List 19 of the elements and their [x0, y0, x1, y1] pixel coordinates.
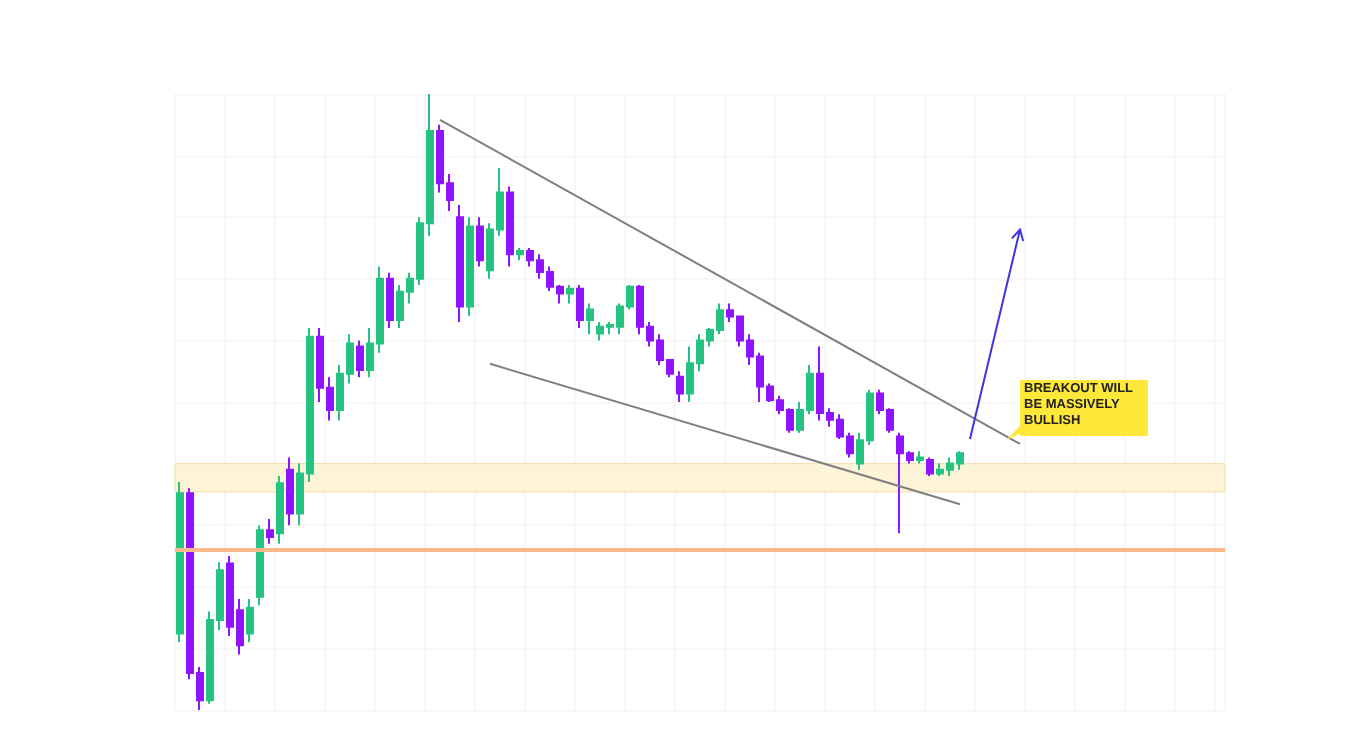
candlestick	[676, 370, 684, 403]
candlestick	[456, 203, 464, 323]
candlestick	[476, 216, 484, 268]
candlestick	[576, 283, 584, 330]
candlestick	[586, 302, 594, 336]
candlestick	[266, 518, 274, 545]
candlestick	[516, 247, 524, 262]
candlestick	[466, 216, 474, 317]
candlestick	[506, 185, 514, 268]
candlestick	[386, 271, 394, 330]
candlestick	[916, 450, 924, 465]
candlestick	[286, 456, 294, 527]
candlestick	[566, 283, 574, 305]
candlestick	[356, 339, 364, 379]
candlestick	[246, 598, 254, 644]
candlestick	[256, 524, 264, 607]
candlestick	[176, 481, 184, 644]
candlestick	[926, 456, 934, 477]
candlestick	[276, 474, 284, 545]
